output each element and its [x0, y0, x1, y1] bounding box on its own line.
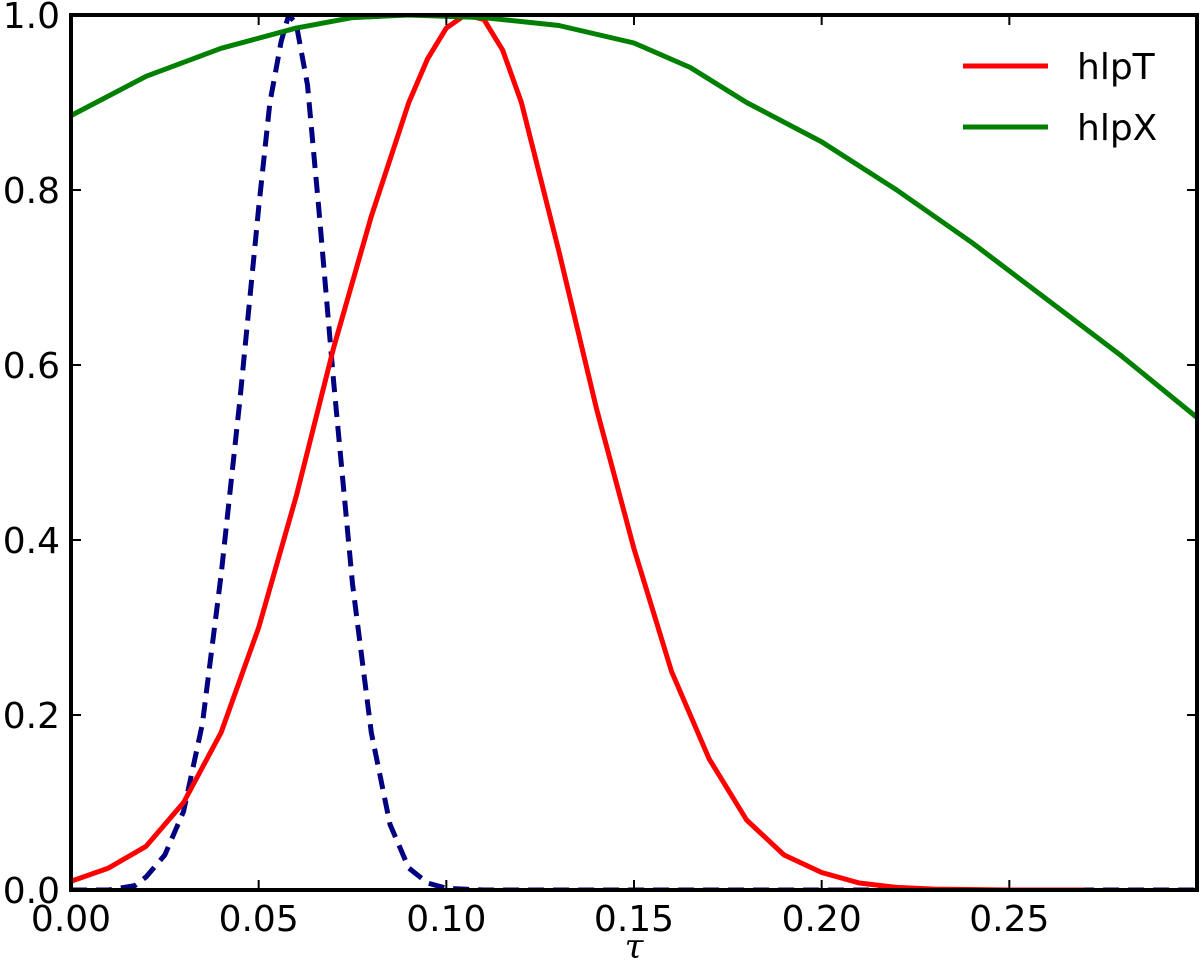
y-tick-label: 0.2	[3, 696, 60, 737]
y-tick-label: 0.6	[3, 346, 60, 387]
y-tick-label: 0.0	[3, 871, 60, 912]
legend: hlpT hlpX	[963, 47, 1157, 149]
x-tick-label: 0.10	[406, 899, 486, 940]
tick-labels-layer: 0.00 0.05 0.10 0.15 0.20 0.25 0.0 0.2 0.4 0.6 0.8 1…	[3, 0, 1050, 940]
legend-label-hlpX: hlpX	[1077, 108, 1157, 149]
x-tick-label: 0.05	[219, 899, 299, 940]
x-tick-label: 0.25	[969, 899, 1049, 940]
series-line-hlpX	[71, 15, 1197, 420]
y-tick-label: 0.8	[3, 171, 60, 212]
x-axis-title: τ	[625, 927, 645, 965]
series-line-hlpT	[71, 15, 1085, 890]
x-tick-label: 0.00	[31, 899, 111, 940]
y-tick-label: 1.0	[3, 0, 60, 37]
plot-frame	[69, 13, 1199, 892]
series-line-dashed	[71, 15, 1197, 890]
x-tick-label: 0.20	[782, 899, 862, 940]
x-tick-label: 0.15	[594, 899, 674, 940]
legend-label-hlpT: hlpT	[1077, 47, 1156, 88]
y-tick-label: 0.4	[3, 521, 60, 562]
series-layer	[71, 15, 1197, 890]
plot-background	[71, 15, 1197, 890]
